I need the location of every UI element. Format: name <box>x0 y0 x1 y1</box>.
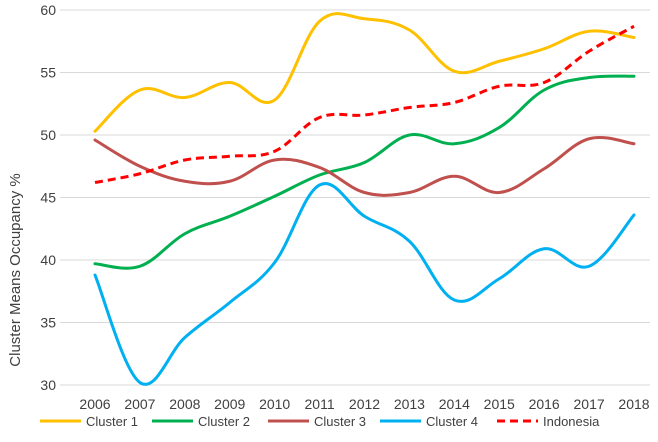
x-tick-label: 2013 <box>394 396 425 412</box>
legend-label: Cluster 4 <box>426 414 478 429</box>
series-line-cluster-2 <box>93 74 636 270</box>
y-tick-label: 55 <box>40 65 56 81</box>
legend-label: Cluster 2 <box>198 414 250 429</box>
x-tick-label: 2011 <box>305 396 335 412</box>
gridlines <box>60 9 650 386</box>
x-tick-label: 2018 <box>618 396 649 412</box>
legend-item-cluster-2: Cluster 2 <box>152 414 250 429</box>
legend: Cluster 1 Cluster 2 Cluster 3 Cluster 4 Indo… <box>40 414 600 429</box>
x-tick-label: 2006 <box>79 396 110 412</box>
y-tick-label: 30 <box>40 377 56 393</box>
y-axis-ticks: 30 35 40 45 50 55 60 <box>40 2 56 393</box>
x-tick-label: 2008 <box>169 396 200 412</box>
series-line-indonesia <box>94 24 635 184</box>
legend-label: Cluster 1 <box>86 414 138 429</box>
x-tick-label: 2007 <box>124 396 155 412</box>
legend-item-cluster-3: Cluster 3 <box>268 414 366 429</box>
legend-item-cluster-1: Cluster 1 <box>40 414 138 429</box>
y-tick-label: 50 <box>40 127 56 143</box>
series-line-cluster-4 <box>93 182 636 386</box>
legend-item-cluster-4: Cluster 4 <box>380 414 478 429</box>
series-lines <box>93 12 636 386</box>
y-tick-label: 60 <box>40 2 56 18</box>
y-axis-title: Cluster Means Occupancy % <box>7 173 24 366</box>
x-tick-label: 2016 <box>529 396 560 412</box>
series-line-cluster-3 <box>93 136 636 197</box>
series-line-cluster-1 <box>93 12 636 133</box>
x-tick-label: 2012 <box>349 396 380 412</box>
legend-label: Indonesia <box>543 414 600 429</box>
x-axis-ticks: 2006 2007 2008 2009 2010 2011 2012 2013 2014 2015… <box>79 396 649 412</box>
x-tick-label: 2009 <box>214 396 245 412</box>
y-tick-label: 40 <box>40 252 56 268</box>
x-tick-label: 2010 <box>259 396 290 412</box>
x-tick-label: 2017 <box>574 396 605 412</box>
y-tick-label: 35 <box>40 315 56 331</box>
x-tick-label: 2014 <box>439 396 470 412</box>
x-tick-label: 2015 <box>484 396 515 412</box>
legend-item-indonesia: Indonesia <box>497 414 600 429</box>
y-tick-label: 45 <box>40 190 56 206</box>
legend-label: Cluster 3 <box>314 414 366 429</box>
